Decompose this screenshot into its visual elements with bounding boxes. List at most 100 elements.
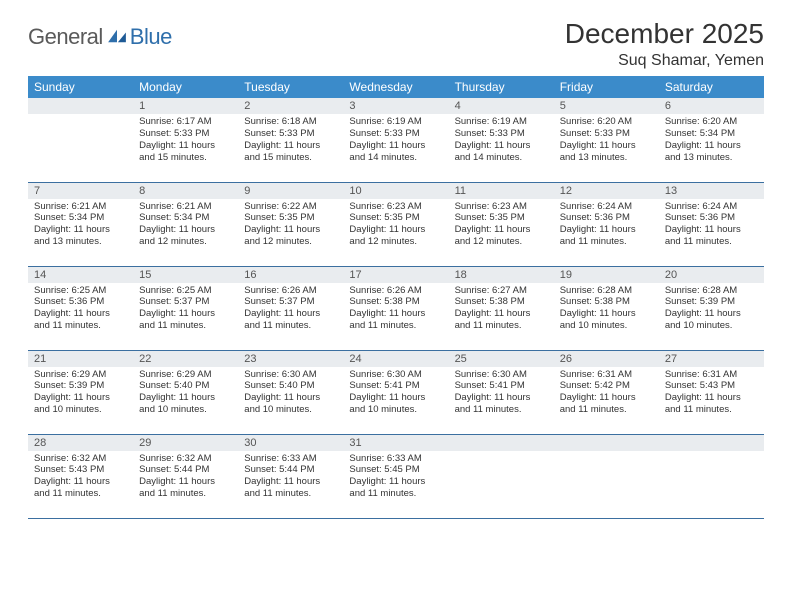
calendar-day-cell: 20Sunrise: 6:28 AMSunset: 5:39 PMDayligh…	[659, 266, 764, 350]
weekday-header: Tuesday	[238, 76, 343, 98]
calendar-body: 1Sunrise: 6:17 AMSunset: 5:33 PMDaylight…	[28, 98, 764, 518]
day-number: 23	[238, 351, 343, 367]
weekday-header: Wednesday	[343, 76, 448, 98]
calendar-day-cell	[449, 434, 554, 518]
day-details: Sunrise: 6:31 AMSunset: 5:43 PMDaylight:…	[659, 367, 764, 421]
calendar-day-cell: 25Sunrise: 6:30 AMSunset: 5:41 PMDayligh…	[449, 350, 554, 434]
calendar-day-cell: 10Sunrise: 6:23 AMSunset: 5:35 PMDayligh…	[343, 182, 448, 266]
calendar-day-cell: 22Sunrise: 6:29 AMSunset: 5:40 PMDayligh…	[133, 350, 238, 434]
calendar-day-cell: 4Sunrise: 6:19 AMSunset: 5:33 PMDaylight…	[449, 98, 554, 182]
calendar-day-cell: 24Sunrise: 6:30 AMSunset: 5:41 PMDayligh…	[343, 350, 448, 434]
calendar-day-cell: 27Sunrise: 6:31 AMSunset: 5:43 PMDayligh…	[659, 350, 764, 434]
day-details: Sunrise: 6:29 AMSunset: 5:40 PMDaylight:…	[133, 367, 238, 421]
day-details: Sunrise: 6:27 AMSunset: 5:38 PMDaylight:…	[449, 283, 554, 337]
weekday-header-row: Sunday Monday Tuesday Wednesday Thursday…	[28, 76, 764, 98]
day-details: Sunrise: 6:30 AMSunset: 5:41 PMDaylight:…	[343, 367, 448, 421]
calendar-day-cell: 30Sunrise: 6:33 AMSunset: 5:44 PMDayligh…	[238, 434, 343, 518]
day-details: Sunrise: 6:26 AMSunset: 5:38 PMDaylight:…	[343, 283, 448, 337]
day-details: Sunrise: 6:33 AMSunset: 5:45 PMDaylight:…	[343, 451, 448, 505]
calendar-week-row: 14Sunrise: 6:25 AMSunset: 5:36 PMDayligh…	[28, 266, 764, 350]
day-details: Sunrise: 6:28 AMSunset: 5:39 PMDaylight:…	[659, 283, 764, 337]
day-details: Sunrise: 6:33 AMSunset: 5:44 PMDaylight:…	[238, 451, 343, 505]
calendar-day-cell: 8Sunrise: 6:21 AMSunset: 5:34 PMDaylight…	[133, 182, 238, 266]
day-number: 18	[449, 267, 554, 283]
day-number: 31	[343, 435, 448, 451]
header: General Blue December 2025 Suq Shamar, Y…	[28, 18, 764, 70]
calendar-day-cell: 9Sunrise: 6:22 AMSunset: 5:35 PMDaylight…	[238, 182, 343, 266]
day-details: Sunrise: 6:20 AMSunset: 5:33 PMDaylight:…	[554, 114, 659, 168]
day-number: 1	[133, 98, 238, 114]
weekday-header: Friday	[554, 76, 659, 98]
calendar-week-row: 28Sunrise: 6:32 AMSunset: 5:43 PMDayligh…	[28, 434, 764, 518]
sail-icon	[106, 28, 128, 44]
calendar-day-cell: 1Sunrise: 6:17 AMSunset: 5:33 PMDaylight…	[133, 98, 238, 182]
weekday-header: Saturday	[659, 76, 764, 98]
calendar-week-row: 21Sunrise: 6:29 AMSunset: 5:39 PMDayligh…	[28, 350, 764, 434]
calendar-day-cell: 28Sunrise: 6:32 AMSunset: 5:43 PMDayligh…	[28, 434, 133, 518]
title-block: December 2025 Suq Shamar, Yemen	[565, 18, 764, 70]
day-details: Sunrise: 6:17 AMSunset: 5:33 PMDaylight:…	[133, 114, 238, 168]
day-details: Sunrise: 6:29 AMSunset: 5:39 PMDaylight:…	[28, 367, 133, 421]
day-details: Sunrise: 6:28 AMSunset: 5:38 PMDaylight:…	[554, 283, 659, 337]
day-details: Sunrise: 6:32 AMSunset: 5:44 PMDaylight:…	[133, 451, 238, 505]
day-number: 21	[28, 351, 133, 367]
day-details: Sunrise: 6:25 AMSunset: 5:37 PMDaylight:…	[133, 283, 238, 337]
calendar-day-cell	[554, 434, 659, 518]
day-number: 28	[28, 435, 133, 451]
day-number: 4	[449, 98, 554, 114]
logo: General Blue	[28, 18, 172, 50]
day-details: Sunrise: 6:31 AMSunset: 5:42 PMDaylight:…	[554, 367, 659, 421]
calendar-day-cell: 19Sunrise: 6:28 AMSunset: 5:38 PMDayligh…	[554, 266, 659, 350]
day-number: 15	[133, 267, 238, 283]
calendar-day-cell: 18Sunrise: 6:27 AMSunset: 5:38 PMDayligh…	[449, 266, 554, 350]
day-number: 10	[343, 183, 448, 199]
day-number: 20	[659, 267, 764, 283]
day-details: Sunrise: 6:32 AMSunset: 5:43 PMDaylight:…	[28, 451, 133, 505]
calendar-day-cell: 3Sunrise: 6:19 AMSunset: 5:33 PMDaylight…	[343, 98, 448, 182]
day-number: 7	[28, 183, 133, 199]
calendar-week-row: 7Sunrise: 6:21 AMSunset: 5:34 PMDaylight…	[28, 182, 764, 266]
day-details: Sunrise: 6:30 AMSunset: 5:41 PMDaylight:…	[449, 367, 554, 421]
day-number: 30	[238, 435, 343, 451]
logo-text-blue: Blue	[130, 24, 172, 50]
day-details: Sunrise: 6:25 AMSunset: 5:36 PMDaylight:…	[28, 283, 133, 337]
weekday-header: Sunday	[28, 76, 133, 98]
day-number: 6	[659, 98, 764, 114]
day-number: 26	[554, 351, 659, 367]
weekday-header: Monday	[133, 76, 238, 98]
calendar-table: Sunday Monday Tuesday Wednesday Thursday…	[28, 76, 764, 519]
day-details: Sunrise: 6:24 AMSunset: 5:36 PMDaylight:…	[659, 199, 764, 253]
day-details: Sunrise: 6:19 AMSunset: 5:33 PMDaylight:…	[449, 114, 554, 168]
day-details: Sunrise: 6:21 AMSunset: 5:34 PMDaylight:…	[28, 199, 133, 253]
day-details: Sunrise: 6:30 AMSunset: 5:40 PMDaylight:…	[238, 367, 343, 421]
day-number: 5	[554, 98, 659, 114]
calendar-day-cell: 23Sunrise: 6:30 AMSunset: 5:40 PMDayligh…	[238, 350, 343, 434]
day-number: 16	[238, 267, 343, 283]
calendar-day-cell: 17Sunrise: 6:26 AMSunset: 5:38 PMDayligh…	[343, 266, 448, 350]
weekday-header: Thursday	[449, 76, 554, 98]
page-title: December 2025	[565, 18, 764, 50]
calendar-day-cell: 14Sunrise: 6:25 AMSunset: 5:36 PMDayligh…	[28, 266, 133, 350]
day-number: 3	[343, 98, 448, 114]
day-details: Sunrise: 6:21 AMSunset: 5:34 PMDaylight:…	[133, 199, 238, 253]
day-number: 2	[238, 98, 343, 114]
day-details: Sunrise: 6:22 AMSunset: 5:35 PMDaylight:…	[238, 199, 343, 253]
day-number: 9	[238, 183, 343, 199]
day-number: 27	[659, 351, 764, 367]
day-details: Sunrise: 6:24 AMSunset: 5:36 PMDaylight:…	[554, 199, 659, 253]
day-number: 17	[343, 267, 448, 283]
calendar-day-cell	[659, 434, 764, 518]
day-number: 29	[133, 435, 238, 451]
calendar-day-cell: 31Sunrise: 6:33 AMSunset: 5:45 PMDayligh…	[343, 434, 448, 518]
day-number: 13	[659, 183, 764, 199]
day-number: 24	[343, 351, 448, 367]
calendar-day-cell: 29Sunrise: 6:32 AMSunset: 5:44 PMDayligh…	[133, 434, 238, 518]
day-details: Sunrise: 6:18 AMSunset: 5:33 PMDaylight:…	[238, 114, 343, 168]
day-number: 8	[133, 183, 238, 199]
calendar-day-cell: 15Sunrise: 6:25 AMSunset: 5:37 PMDayligh…	[133, 266, 238, 350]
day-number: 11	[449, 183, 554, 199]
calendar-page: General Blue December 2025 Suq Shamar, Y…	[0, 0, 792, 519]
calendar-day-cell	[28, 98, 133, 182]
calendar-day-cell: 21Sunrise: 6:29 AMSunset: 5:39 PMDayligh…	[28, 350, 133, 434]
day-details: Sunrise: 6:20 AMSunset: 5:34 PMDaylight:…	[659, 114, 764, 168]
